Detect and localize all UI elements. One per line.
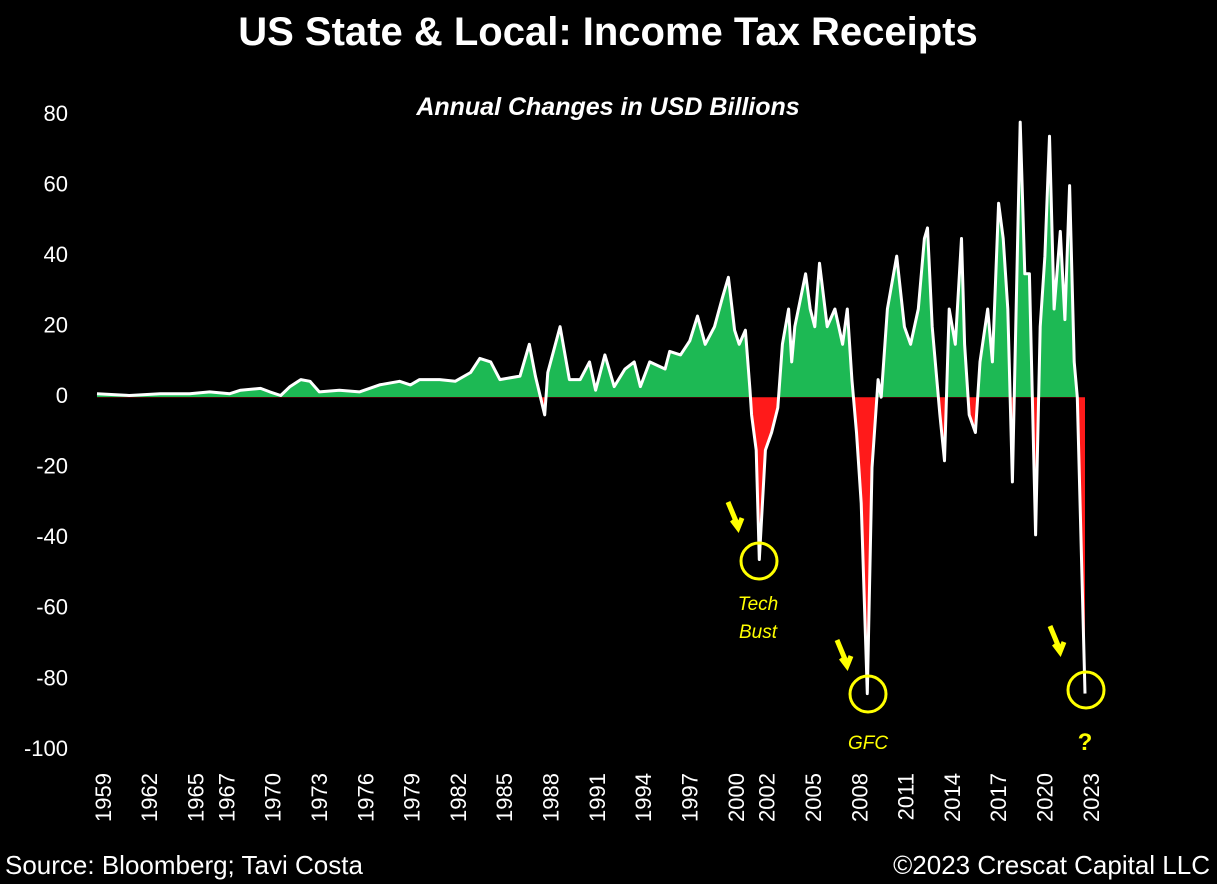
y-tick-label: -100 [24, 736, 68, 761]
x-tick-label: 1991 [585, 773, 610, 822]
chart-title: US State & Local: Income Tax Receipts [238, 10, 977, 54]
y-tick-label: -40 [36, 524, 68, 549]
x-tick-label: 2023 [1079, 773, 1104, 822]
annotation: GFC [848, 733, 888, 754]
x-tick-label: 2020 [1033, 773, 1058, 822]
annotation: ? [1078, 729, 1093, 756]
x-tick-label: 1970 [261, 773, 286, 822]
x-tick-label: 2002 [755, 773, 780, 822]
y-tick-label: 20 [44, 312, 68, 337]
x-tick-label: 1959 [91, 773, 116, 822]
annotation: Bust [739, 622, 778, 643]
x-tick-label: 1988 [539, 773, 564, 822]
area-negative [97, 397, 1085, 694]
x-tick-label: 1976 [353, 773, 378, 822]
x-tick-label: 1997 [677, 773, 702, 822]
highlight-circle [1066, 670, 1106, 710]
area-positive [97, 122, 1078, 397]
x-tick-label: 2005 [801, 773, 826, 822]
source: Source: Bloomberg; Tavi Costa [5, 850, 363, 880]
x-tick-label: 1962 [137, 773, 162, 822]
arrow [834, 639, 854, 672]
x-tick-label: 1979 [400, 773, 425, 822]
x-tick-label: 1982 [446, 773, 471, 822]
y-tick-label: -60 [36, 595, 68, 620]
arrow [725, 501, 745, 534]
x-tick-label: 2017 [986, 773, 1011, 822]
y-tick-label: 40 [44, 242, 68, 267]
y-tick-label: 0 [56, 383, 68, 408]
credit: ©2023 Crescat Capital LLC [893, 850, 1210, 880]
highlight-circle [848, 674, 888, 714]
chart-subtitle: Annual Changes in USD Billions [415, 93, 799, 121]
annotations [725, 501, 1106, 714]
x-tick-label: 1967 [214, 773, 239, 822]
arrow [1047, 625, 1067, 658]
y-tick-label: 80 [44, 101, 68, 126]
plot: -100 -80 -60 -40 -20 0 20 40 60 80 1959 1962 1965 196… [24, 101, 1104, 822]
annotation: Tech [738, 594, 779, 615]
x-tick-label: 2014 [940, 773, 965, 822]
series-line [96, 120, 1087, 696]
x-tick-label: 1985 [492, 773, 517, 822]
y-tick-label: -80 [36, 665, 68, 690]
x-tick-label: 1994 [631, 773, 656, 822]
x-tick-label: 2000 [724, 773, 749, 822]
x-tick-label: 2011 [894, 773, 919, 820]
x-tick-label: 1973 [307, 773, 332, 822]
y-tick-label: 60 [44, 171, 68, 196]
x-tick-label: 2008 [847, 773, 872, 822]
y-tick-label: -20 [36, 454, 68, 479]
highlight-circle [739, 541, 779, 581]
x-tick-label: 1965 [183, 773, 208, 822]
